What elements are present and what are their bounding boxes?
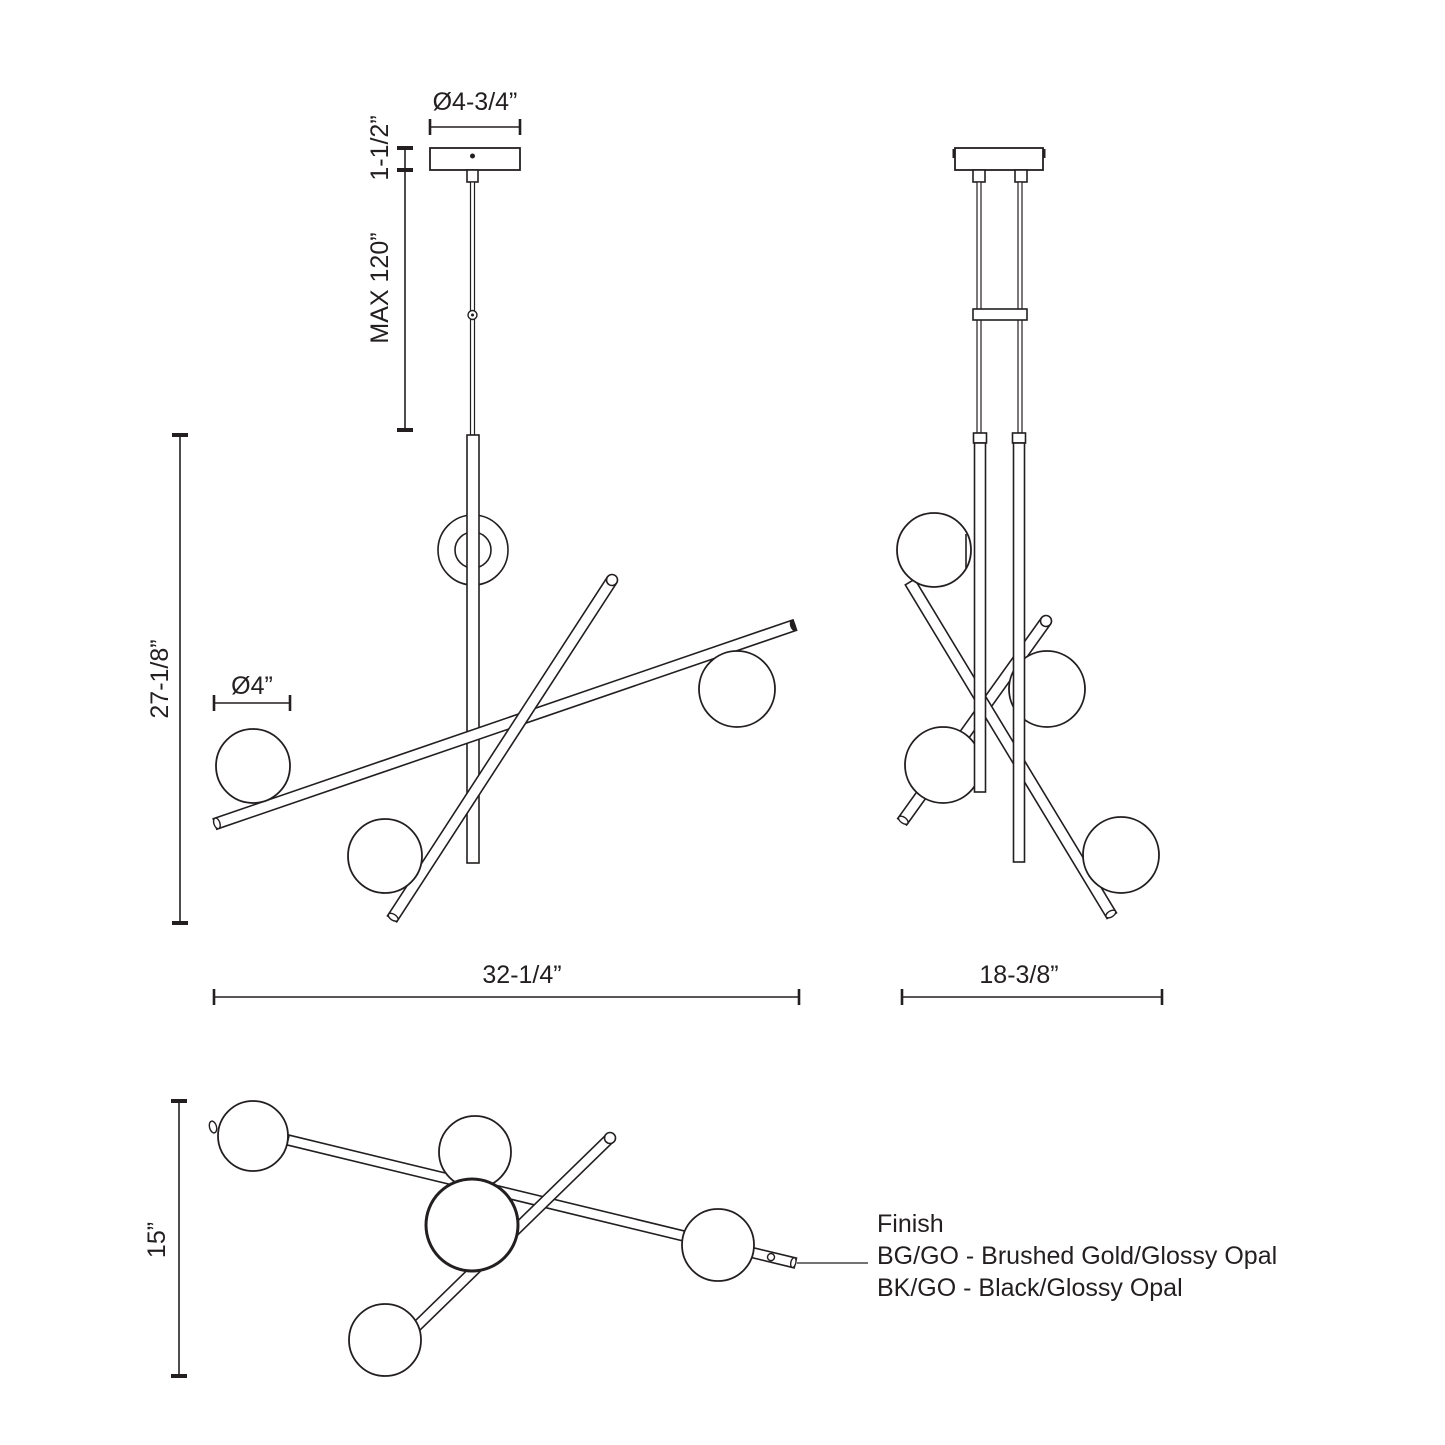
dim-side-width: 18-3/8” <box>900 961 1164 1005</box>
canopy-front <box>429 147 521 171</box>
dim-suspension-max-label: MAX 120” <box>366 232 394 343</box>
canopy-mark <box>952 149 956 158</box>
dim-canopy-diameter-label: Ø4-3/4” <box>433 88 518 116</box>
rod-ball-tip <box>605 573 619 587</box>
dim-side-width-label: 18-3/8” <box>979 961 1058 989</box>
rod-ball-tip <box>1039 614 1053 628</box>
dim-front-width: 32-1/4” <box>212 961 801 1005</box>
vertical-rod-side <box>973 442 987 793</box>
canopy-stub <box>466 169 479 183</box>
dim-fixture-height: 27-1/8” <box>146 433 188 925</box>
suspension-wire <box>1017 181 1023 434</box>
suspension-wire <box>469 181 476 436</box>
rod-end-cap <box>387 912 399 922</box>
rod-end-cap <box>789 1256 797 1269</box>
dim-plan-depth: 15” <box>143 1099 187 1378</box>
globe <box>347 818 423 894</box>
rod-top-cap <box>972 432 988 444</box>
rod-end-cap <box>1105 909 1117 919</box>
vertical-rod-side <box>1012 442 1026 863</box>
globe <box>681 1208 755 1282</box>
finish-option: BG/GO - Brushed Gold/Glossy Opal <box>877 1242 1277 1270</box>
dim-canopy-height: 1-1/2” <box>366 115 413 181</box>
rod-body <box>212 618 798 831</box>
dim-canopy-diameter: Ø4-3/4” <box>428 88 522 135</box>
globe <box>904 726 982 804</box>
rod-end-cap <box>212 817 221 830</box>
globe <box>438 1115 512 1189</box>
dim-suspension-max: MAX 120” <box>366 170 413 432</box>
suspension-wire <box>976 181 982 434</box>
canopy-stub <box>972 169 986 183</box>
rod-top-cap <box>1011 432 1027 444</box>
rod-end-cap <box>897 815 909 825</box>
vertical-rod-front <box>466 434 480 864</box>
finish-option: BK/GO - Black/Glossy Opal <box>877 1274 1183 1302</box>
dim-plan-depth-label: 15” <box>143 1222 171 1258</box>
finish-note: Finish BG/GO - Brushed Gold/Glossy Opal … <box>877 1210 1277 1302</box>
canopy-screw <box>470 153 475 159</box>
steep-rod-front <box>386 573 619 924</box>
globe <box>1008 650 1086 728</box>
front-view: Ø4-3/4” 1-1/2” MAX 120” <box>146 88 801 1005</box>
globe <box>348 1303 422 1377</box>
dim-globe-diameter: Ø4” <box>212 672 292 711</box>
rod-hole <box>766 1252 776 1262</box>
dim-fixture-height-label: 27-1/8” <box>146 639 174 718</box>
globe <box>1082 816 1160 894</box>
canopy-side <box>954 147 1044 171</box>
dim-globe-diameter-label: Ø4” <box>231 672 273 700</box>
rod-ball-tip <box>603 1131 617 1145</box>
globe <box>896 512 972 588</box>
dim-front-width-label: 32-1/4” <box>482 961 561 989</box>
dim-canopy-height-label: 1-1/2” <box>366 115 394 180</box>
globe <box>698 650 776 728</box>
plan-view: 15” <box>143 1099 868 1378</box>
globe <box>217 1100 289 1172</box>
long-rod-front <box>212 618 798 831</box>
rod-end-cap-dark <box>789 620 797 631</box>
globe-nub <box>208 1120 218 1134</box>
side-view: 18-3/8” <box>896 147 1164 1005</box>
canopy-stub <box>1014 169 1028 183</box>
canopy-plan <box>424 1177 520 1273</box>
wire-connector-dot <box>471 313 474 317</box>
wire-spacer-bar <box>972 308 1028 321</box>
globe <box>215 728 291 804</box>
finish-title: Finish <box>877 1210 944 1238</box>
canopy-mark <box>1042 149 1046 158</box>
